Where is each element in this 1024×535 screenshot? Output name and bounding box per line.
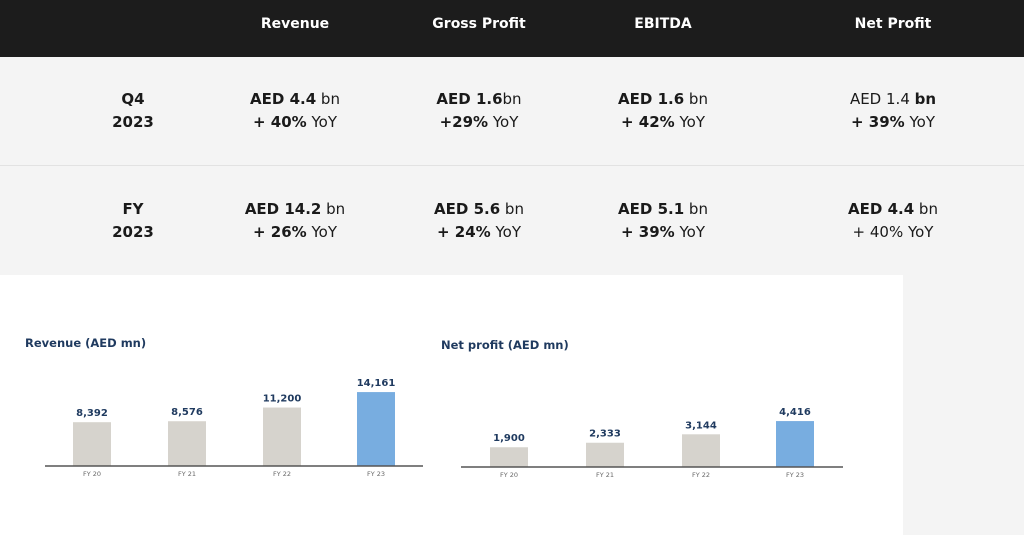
label-line: FY — [122, 200, 144, 218]
bar — [490, 447, 528, 467]
growth: + 24% — [437, 223, 491, 241]
row-label: Q4 2023 — [112, 88, 154, 134]
cell-net-profit: AED 4.4 bn + 40% YoY — [848, 198, 938, 244]
growth: +29% — [439, 113, 489, 131]
bar — [776, 421, 814, 467]
header-net-profit: Net Profit — [854, 16, 932, 32]
label-line: Q4 — [121, 90, 145, 108]
cell-net-profit: AED 1.4 bn + 39% YoY — [850, 88, 936, 134]
growth: + 26% — [253, 223, 307, 241]
data-label: 8,576 — [171, 407, 203, 418]
cell-gross-profit: AED 1.6bn +29% YoY — [436, 88, 521, 134]
yoy: YoY — [306, 113, 337, 131]
chart-title: Net profit (AED mn) — [441, 338, 569, 352]
x-tick-label: FY 21 — [596, 471, 614, 479]
bar — [682, 434, 720, 467]
bar — [263, 407, 301, 466]
value: AED 4.4 — [848, 200, 915, 218]
cell-gross-profit: AED 5.6 bn + 24% YoY — [434, 198, 524, 244]
header-revenue: Revenue — [260, 16, 330, 32]
chart-title: Revenue (AED mn) — [25, 336, 146, 350]
yoy: YoY — [490, 223, 521, 241]
unit: bn — [316, 90, 340, 108]
yoy: YoY — [674, 113, 705, 131]
value: AED 5.6 — [434, 200, 501, 218]
yoy: YoY — [904, 113, 935, 131]
bar — [73, 422, 111, 466]
row-label: FY 2023 — [112, 198, 154, 244]
data-label: 11,200 — [263, 394, 302, 405]
label-line: 2023 — [112, 113, 154, 131]
header-ebitda: EBITDA — [634, 16, 692, 32]
value: AED 1.6 — [436, 90, 503, 108]
yoy: + 40% YoY — [852, 223, 934, 241]
unit: bn — [914, 90, 937, 108]
data-label: 4,416 — [779, 407, 811, 418]
value: AED 1.6 — [618, 90, 685, 108]
x-tick-label: FY 22 — [273, 470, 291, 478]
yoy: YoY — [488, 113, 519, 131]
unit: bn — [502, 90, 522, 108]
charts-panel: Revenue (AED mn) 8,392 FY 20 8,576 FY 21 11,2… — [0, 275, 903, 535]
growth: + 39% — [851, 113, 905, 131]
table-header: Revenue Gross Profit EBITDA Net Profit — [0, 0, 1024, 57]
x-tick-label: FY 23 — [786, 471, 804, 479]
charts-svg: Revenue (AED mn) 8,392 FY 20 8,576 FY 21 11,2… — [25, 336, 843, 479]
label-line: 2023 — [112, 223, 154, 241]
table-row-fy: FY 2023 AED 14.2 bn + 26% YoY AED 5.6 bn + … — [0, 167, 1024, 273]
x-tick-label: FY 21 — [178, 470, 196, 478]
value: AED 5.1 — [618, 200, 685, 218]
x-tick-label: FY 20 — [83, 470, 101, 478]
bar — [586, 442, 624, 467]
cell-ebitda: AED 1.6 bn + 42% YoY — [618, 88, 708, 134]
data-label: 2,333 — [589, 429, 621, 440]
bar — [168, 421, 206, 466]
data-label: 1,900 — [493, 433, 525, 444]
x-tick-label: FY 20 — [500, 471, 518, 479]
data-label: 14,161 — [357, 378, 396, 389]
growth: + 39% — [621, 223, 675, 241]
growth: + 40% — [253, 113, 307, 131]
unit: bn — [684, 90, 708, 108]
cell-revenue: AED 14.2 bn + 26% YoY — [245, 198, 345, 244]
unit: bn — [321, 200, 346, 218]
value: AED 4.4 — [250, 90, 317, 108]
unit: bn — [684, 200, 708, 218]
x-tick-label: FY 23 — [367, 470, 385, 478]
value: AED 1.4 — [849, 90, 915, 108]
yoy: YoY — [306, 223, 337, 241]
cell-revenue: AED 4.4 bn + 40% YoY — [250, 88, 340, 134]
growth: + 42% — [621, 113, 675, 131]
unit: bn — [914, 200, 938, 218]
table-row-q4: Q4 2023 AED 4.4 bn + 40% YoY AED 1.6bn +29%… — [0, 57, 1024, 166]
value: AED 14.2 — [244, 200, 322, 218]
x-tick-label: FY 22 — [692, 471, 710, 479]
header-gross-profit: Gross Profit — [432, 16, 526, 32]
cell-ebitda: AED 5.1 bn + 39% YoY — [618, 198, 708, 244]
data-label: 8,392 — [76, 408, 108, 419]
data-label: 3,144 — [685, 420, 717, 431]
bar — [357, 392, 395, 466]
unit: bn — [500, 200, 524, 218]
yoy: YoY — [674, 223, 705, 241]
